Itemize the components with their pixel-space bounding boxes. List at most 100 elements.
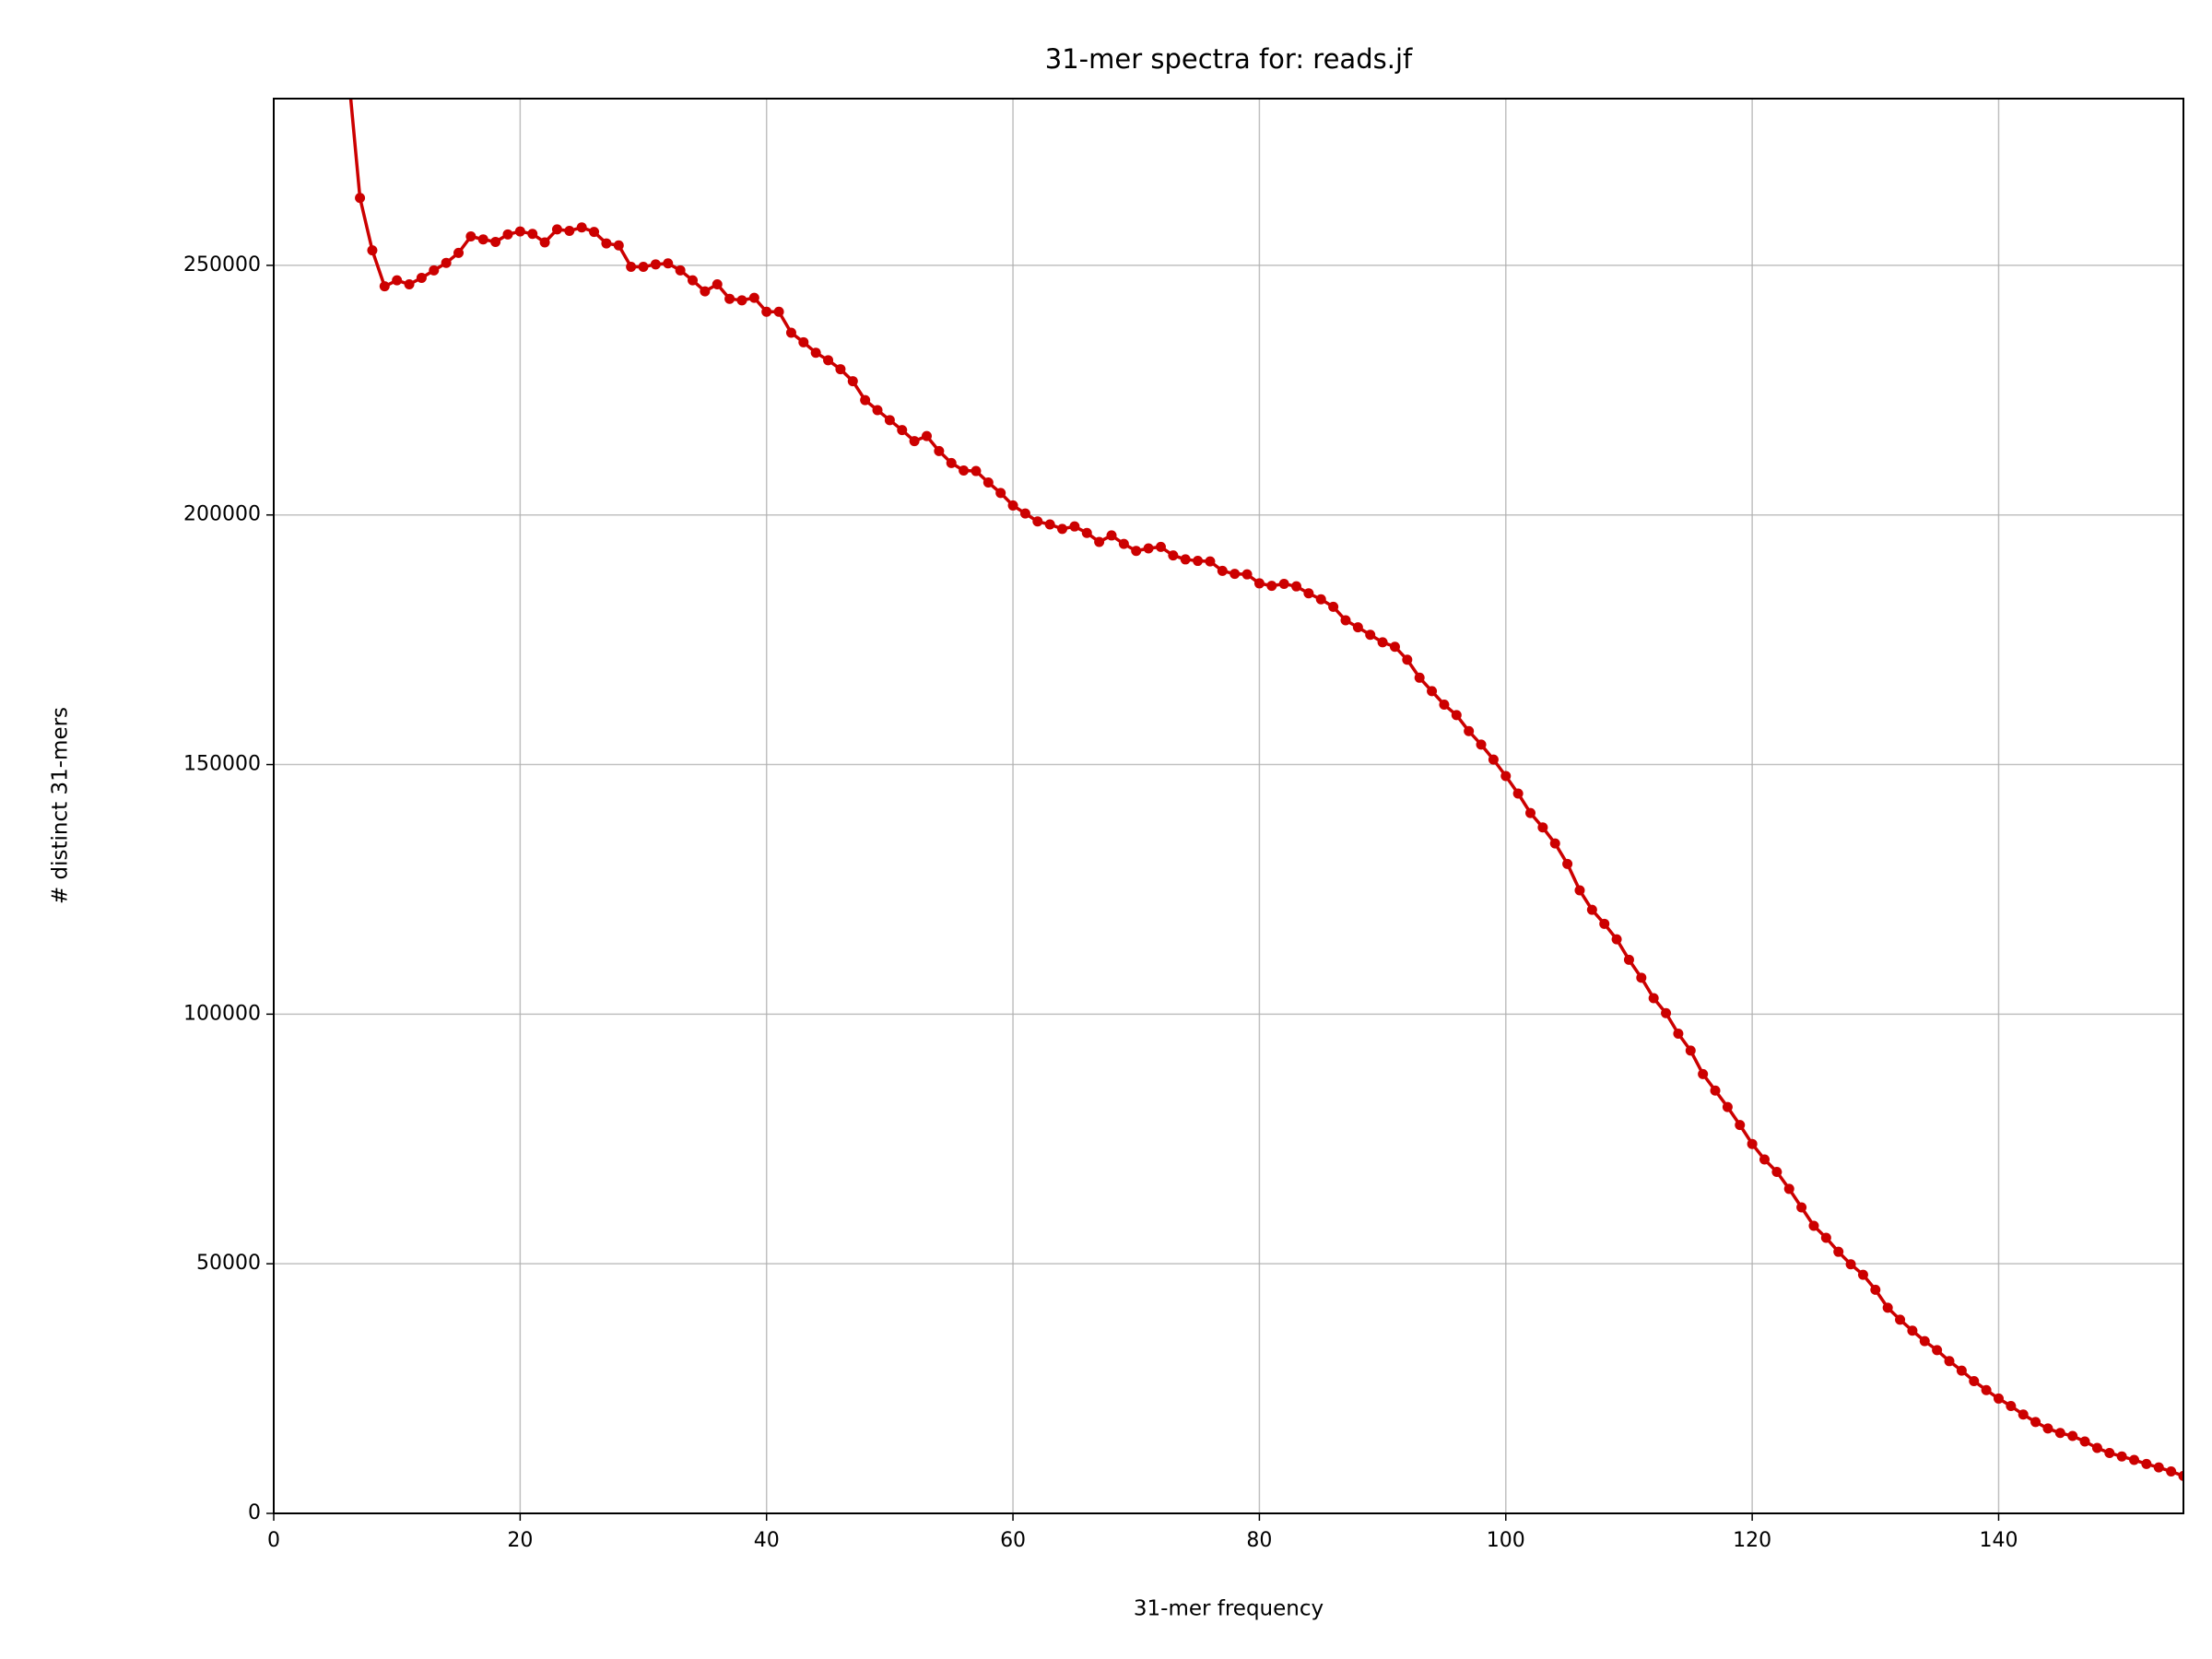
y-tick-label: 50000 (196, 1252, 261, 1275)
data-point (367, 245, 378, 256)
x-tick-label: 40 (754, 1529, 780, 1552)
data-point (1340, 615, 1351, 626)
data-point (1352, 622, 1363, 633)
data-point (1205, 556, 1216, 567)
data-point (897, 425, 908, 436)
data-point (1328, 601, 1339, 612)
data-point (650, 259, 661, 270)
data-point (1956, 1365, 1967, 1376)
data-point (1143, 543, 1154, 554)
data-point (2104, 1447, 2115, 1458)
data-point (1969, 1375, 1980, 1386)
data-point (404, 278, 415, 289)
data-point (1685, 1045, 1696, 1056)
y-tick-label: 0 (248, 1501, 261, 1524)
data-point (477, 234, 488, 245)
chart-title: 31-mer spectra for: reads.jf (1045, 43, 1413, 75)
data-point (712, 278, 723, 289)
data-point (860, 394, 871, 406)
data-point (1648, 993, 1659, 1004)
data-point (1993, 1393, 2004, 1404)
x-tick-label: 20 (507, 1529, 533, 1552)
data-point (527, 229, 538, 240)
data-point (2166, 1466, 2177, 1477)
data-point (798, 336, 809, 347)
data-point (1402, 654, 1413, 665)
data-point (1106, 530, 1117, 541)
data-point (823, 355, 834, 366)
data-point (1057, 524, 1068, 535)
data-point (736, 295, 747, 306)
data-point (773, 306, 784, 317)
data-point (1168, 550, 1179, 561)
data-point (626, 262, 637, 273)
data-point (1451, 710, 1462, 721)
data-point (810, 347, 821, 359)
data-point (1266, 581, 1277, 592)
y-tick-label: 200000 (183, 503, 261, 526)
data-point (934, 445, 945, 456)
data-point (589, 227, 600, 238)
data-point (1118, 538, 1129, 549)
ticks: 0 20 40 60 80 100 120 140 0 50000 100000 150000 2000… (183, 253, 2018, 1552)
data-point (1562, 858, 1573, 869)
data-point (1500, 771, 1512, 782)
data-point (2067, 1430, 2078, 1441)
data-point (1919, 1335, 1930, 1347)
data-point (1710, 1085, 1721, 1096)
data-point (2079, 1436, 2090, 1447)
data-point (1783, 1183, 1794, 1194)
data-point (675, 265, 686, 276)
data-point (1488, 754, 1499, 765)
data-point (946, 457, 957, 468)
data-point (1599, 918, 1610, 929)
data-point (1932, 1345, 1943, 1356)
data-point (1981, 1384, 1992, 1395)
data-point (502, 229, 513, 240)
data-point (1315, 594, 1326, 605)
data-point (761, 306, 772, 317)
data-point (1019, 508, 1030, 519)
x-axis-label: 31-mer frequency (1134, 1597, 1324, 1621)
data-point (785, 327, 796, 338)
data-point (1439, 700, 1450, 711)
data-point (872, 405, 883, 416)
data-point (2116, 1451, 2127, 1462)
data-point (1623, 954, 1634, 965)
data-point (601, 238, 612, 249)
data-point (1574, 885, 1585, 896)
data-point (1673, 1028, 1684, 1039)
data-point (465, 230, 477, 241)
axes-frame (273, 98, 2184, 1514)
data-point (441, 257, 452, 268)
data-point (663, 258, 674, 269)
data-point (1549, 838, 1560, 849)
data-point (2178, 1470, 2183, 1481)
data-point (724, 293, 735, 304)
x-tick-label: 100 (1487, 1529, 1525, 1552)
data-point (638, 262, 649, 273)
data-point (1389, 641, 1400, 653)
data-point (379, 281, 390, 292)
data-point (392, 275, 403, 286)
data-point (514, 226, 525, 237)
data-point (343, 61, 353, 71)
data-point (2153, 1462, 2164, 1473)
data-point (1032, 516, 1043, 527)
data-point (1735, 1120, 1746, 1131)
data-point (1007, 500, 1018, 511)
data-point (959, 465, 970, 477)
data-point (1241, 569, 1253, 580)
y-axis-label: # distinct 31-mers (49, 707, 73, 904)
data-point (1365, 629, 1376, 641)
y-tick-label: 250000 (183, 253, 261, 276)
data-point (416, 272, 427, 283)
data-point (971, 465, 982, 477)
data-point (1414, 672, 1425, 683)
data-point (1081, 527, 1092, 538)
x-tick-label: 80 (1246, 1529, 1272, 1552)
data-point (1291, 581, 1302, 592)
data-point (847, 376, 858, 387)
data-point (551, 224, 562, 235)
